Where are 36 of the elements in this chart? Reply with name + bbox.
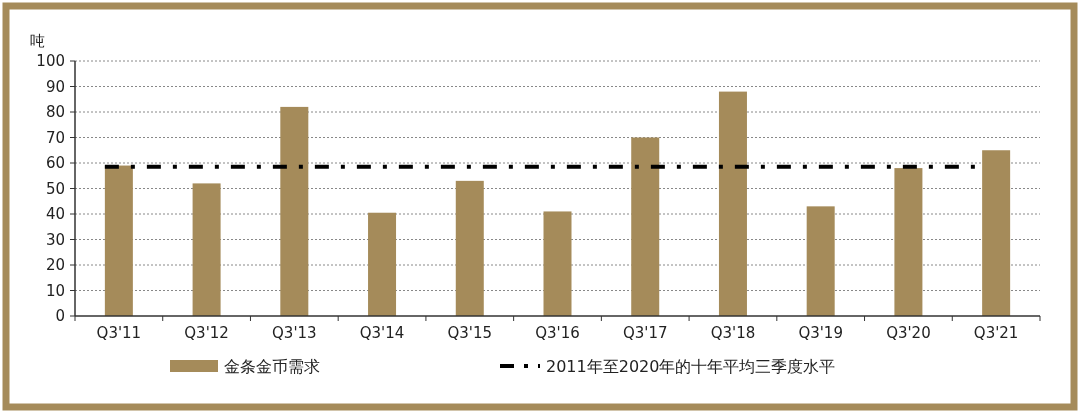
y-tick-label: 10 — [45, 281, 65, 300]
y-axis-title: 吨 — [30, 32, 45, 50]
bar — [104, 165, 133, 316]
x-tick-label: Q3'12 — [184, 324, 229, 342]
bar — [631, 137, 660, 316]
bar — [894, 168, 923, 316]
bar — [368, 212, 397, 316]
bar — [455, 180, 484, 316]
y-tick-label: 50 — [45, 179, 65, 198]
x-tick-label: Q3'14 — [359, 324, 405, 342]
y-tick-label: 90 — [45, 77, 65, 96]
y-tick-label: 100 — [36, 52, 65, 70]
y-tick-label: 80 — [45, 103, 65, 121]
bar — [280, 106, 309, 316]
bar — [543, 211, 572, 316]
x-tick-label: Q3'19 — [798, 324, 843, 342]
bar — [982, 150, 1011, 316]
y-tick-label: 70 — [45, 128, 65, 147]
y-tick-label: 40 — [45, 205, 65, 223]
y-tick-label: 30 — [45, 230, 65, 249]
x-tick-label: Q3'13 — [272, 324, 317, 342]
x-tick-label: Q3'17 — [622, 324, 668, 342]
y-tick-label: 60 — [45, 154, 65, 172]
x-tick-label: Q3'16 — [535, 324, 580, 342]
bar — [192, 183, 221, 316]
legend-label: 金条金币需求 — [224, 357, 320, 376]
x-tick-label: Q3'11 — [96, 324, 142, 342]
legend-label: 2011年至2020年的十年平均三季度水平 — [546, 357, 836, 376]
x-tick-label: Q3'21 — [973, 324, 1019, 342]
y-tick-label: 0 — [55, 307, 65, 325]
bar — [806, 206, 835, 316]
y-tick-label: 20 — [45, 256, 65, 274]
bar — [718, 91, 747, 316]
x-tick-label: Q3'15 — [447, 324, 493, 342]
x-tick-label: Q3'18 — [710, 324, 756, 342]
x-tick-label: Q3'20 — [886, 324, 931, 342]
